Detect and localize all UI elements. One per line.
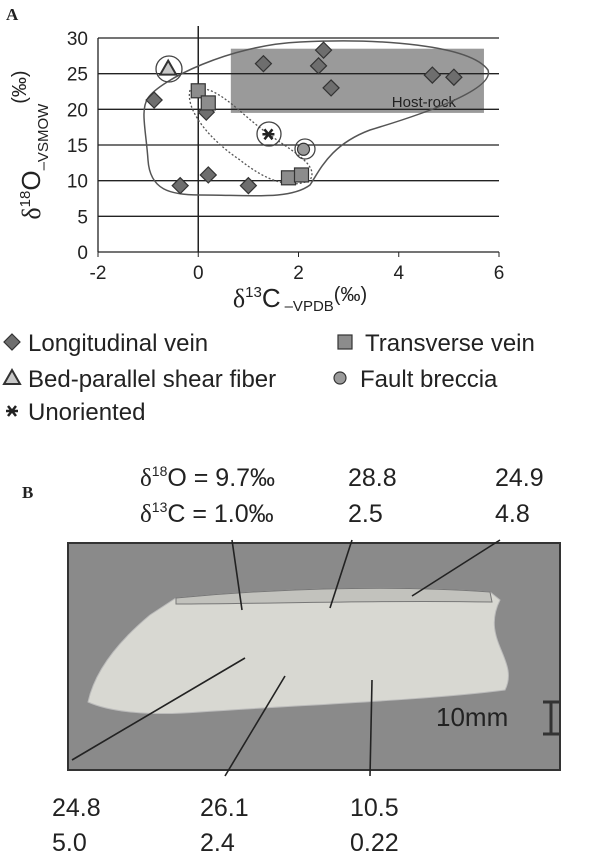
y-axis-title: δ18O–VSMOW(‰) <box>9 70 52 219</box>
diamond-marker <box>314 41 333 59</box>
circle-marker <box>333 371 347 385</box>
square-marker <box>200 95 216 111</box>
circle-marker <box>296 142 311 156</box>
top-value-label: 4.8 <box>495 500 530 528</box>
square-marker <box>280 170 297 186</box>
star-marker <box>6 405 18 417</box>
x-tick-label: 0 <box>193 263 204 284</box>
diamond-marker <box>145 91 163 109</box>
x-tick-label: 6 <box>494 263 505 284</box>
legend: Longitudinal vein Transverse vein Bed-para… <box>2 330 535 426</box>
diamond-marker <box>254 54 273 73</box>
x-tick-label: 2 <box>293 263 304 284</box>
envelope-dotted <box>188 87 313 185</box>
envelope <box>143 40 489 197</box>
highlight-ring <box>294 138 316 160</box>
x-axis-title: δ13C –VPDB(‰) <box>233 283 367 315</box>
legend-label: Bed-parallel shear fiber <box>28 366 276 393</box>
legend-label: Unoriented <box>28 399 145 426</box>
y-tick-label: 10 <box>67 172 88 193</box>
markers <box>145 41 463 195</box>
top-value-label: 24.9 <box>495 464 544 492</box>
square-marker <box>190 83 206 99</box>
top-value-label: 28.8 <box>348 464 397 492</box>
scale-bar <box>543 700 559 736</box>
triangle-marker <box>158 58 178 76</box>
diamond-marker <box>171 176 190 195</box>
highlight-ring <box>155 55 183 83</box>
star-marker <box>262 128 275 141</box>
top-value-label: 2.5 <box>348 500 383 528</box>
x-tick-label: 4 <box>393 263 404 284</box>
diamond-marker <box>199 166 218 184</box>
bottom-value-label: 5.0 <box>52 829 87 857</box>
isotope-label: δ13C = 1.0‰ <box>140 499 274 528</box>
diamond-marker <box>322 79 340 97</box>
bottom-value-label: 2.4 <box>200 829 235 857</box>
triangle-marker <box>2 367 22 385</box>
diamond-marker <box>309 56 328 75</box>
scale-label: 10mm <box>436 702 508 732</box>
panel-letter: A <box>6 5 19 24</box>
panel-letter: B <box>22 483 33 502</box>
bottom-value-label: 10.5 <box>350 794 399 822</box>
legend-label: Longitudinal vein <box>28 330 208 357</box>
diamond-marker <box>423 66 442 84</box>
y-tick-label: 30 <box>67 29 88 50</box>
y-tick-label: 0 <box>77 243 88 264</box>
bottom-value-label: 24.8 <box>52 794 101 822</box>
square-marker <box>293 167 310 183</box>
bottom-value-label: 26.1 <box>200 794 249 822</box>
host-rock-region <box>230 48 484 113</box>
host-rock-label: Host-rock <box>392 94 457 111</box>
y-tick-label: 15 <box>67 136 88 157</box>
bottom-value-label: 0.22 <box>350 829 399 857</box>
x-tick-label: -2 <box>90 263 107 284</box>
y-tick-label: 5 <box>77 207 88 228</box>
highlight-ring <box>256 121 282 147</box>
legend-label: Fault breccia <box>360 366 498 393</box>
isotope-label: δ18O = 9.7‰ <box>140 463 275 492</box>
diamond-marker <box>3 333 21 351</box>
leader-lines <box>71 539 501 777</box>
legend-label: Transverse vein <box>365 330 535 357</box>
diamond-marker <box>445 68 463 87</box>
diamond-marker <box>239 176 258 195</box>
value-labels: 28.8 2.5 24.9 4.8 24.8 5.0 26.1 2.4 10.5 0.22 <box>52 464 544 857</box>
y-tick-label: 20 <box>67 100 88 121</box>
square-marker <box>337 334 353 350</box>
y-tick-label: 25 <box>67 65 88 86</box>
